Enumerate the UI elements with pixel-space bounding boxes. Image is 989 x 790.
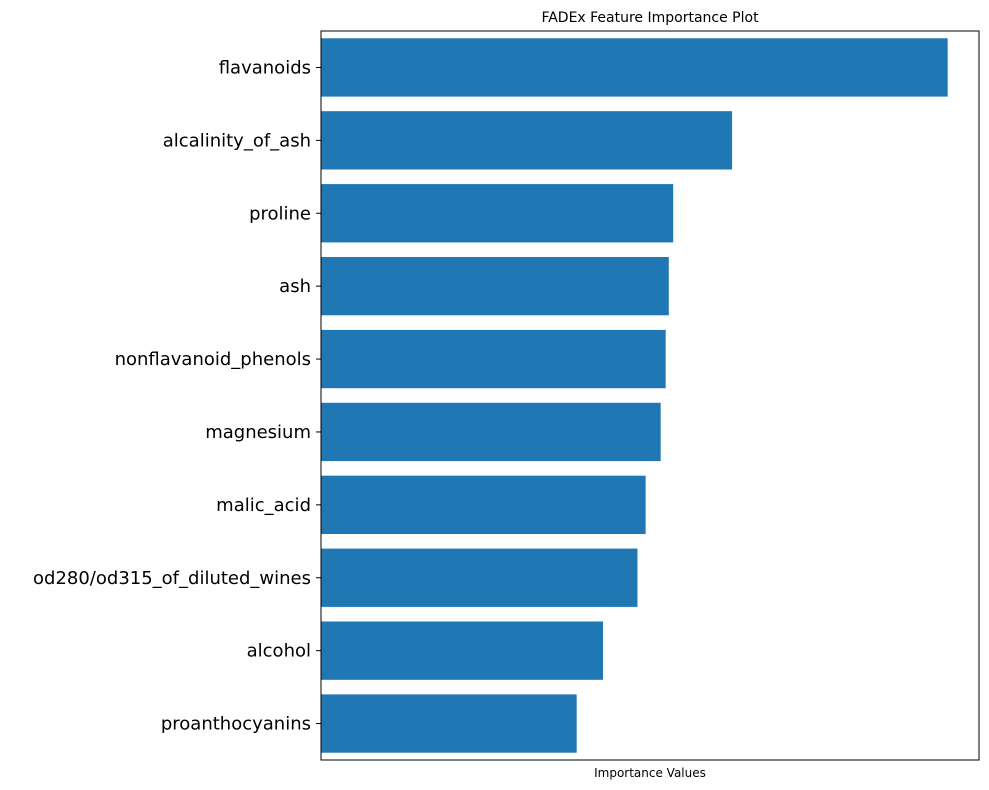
bar-5 [321, 402, 661, 462]
plot-frame [320, 30, 980, 761]
bar-9 [321, 694, 577, 753]
bar-7 [321, 548, 638, 607]
y-tick-label-8: alcohol [247, 641, 311, 662]
bar-8 [321, 621, 603, 680]
y-tick-label-2: proline [249, 203, 311, 224]
bar-6 [321, 475, 646, 535]
bars-layer [321, 38, 948, 753]
y-tick-label-3: ash [279, 276, 311, 297]
bar-1 [321, 111, 733, 170]
y-tick-label-6: malic_acid [216, 495, 311, 516]
bar-3 [321, 256, 669, 316]
y-tick-label-1: alcalinity_of_ash [163, 130, 311, 151]
y-tick-label-5: magnesium [205, 422, 311, 443]
y-tick-label-7: od280/od315_of_diluted_wines [33, 568, 311, 589]
y-tick-label-0: flavanoids [219, 57, 311, 78]
y-tick-label-4: nonflavanoid_phenols [115, 349, 311, 370]
chart-title: FADEx Feature Importance Plot [541, 10, 759, 26]
bar-2 [321, 184, 674, 243]
x-axis-label: Importance Values [594, 766, 706, 780]
y-tick-label-9: proanthocyanins [161, 714, 311, 735]
bar-4 [321, 329, 666, 389]
bar-0 [321, 38, 948, 97]
